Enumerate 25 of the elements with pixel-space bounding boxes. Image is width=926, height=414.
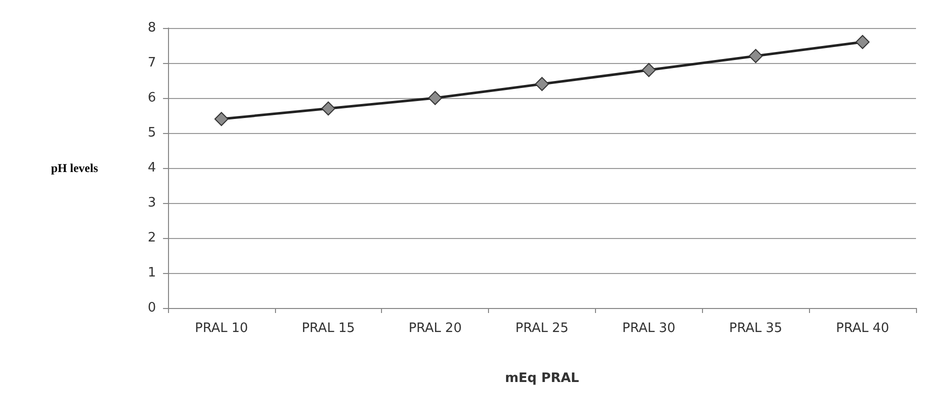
x-tick-label: PRAL 40: [836, 321, 890, 336]
y-tick-label: 3: [148, 196, 156, 210]
point: [428, 91, 442, 105]
point: [642, 63, 656, 77]
y-tick-label: 5: [148, 126, 156, 140]
x-tick-label: PRAL 15: [302, 321, 355, 336]
x-tick-label: PRAL 30: [622, 321, 676, 336]
point: [214, 112, 228, 126]
y-tick-label: 6: [148, 90, 156, 106]
x-tick-label: PRAL 10: [194, 321, 248, 336]
y-axis-title: pH levels: [51, 161, 98, 175]
x-tick-label: PRAL 20: [408, 321, 462, 336]
x-tick-label: PRAL 25: [515, 321, 569, 336]
point: [856, 35, 870, 49]
x-axis-title: mEq PRAL: [504, 371, 580, 386]
point: [748, 49, 763, 63]
y-tick-label: 1: [148, 266, 156, 280]
y-tick-label: 7: [148, 56, 156, 70]
y-tick-label: 0: [148, 300, 156, 316]
point: [321, 102, 336, 116]
y-tick-label: 4: [148, 160, 156, 176]
x-tick-label: PRAL 35: [729, 321, 782, 336]
y-tick-label: 8: [148, 20, 156, 36]
point: [535, 77, 549, 91]
y-tick-label: 2: [148, 230, 156, 246]
